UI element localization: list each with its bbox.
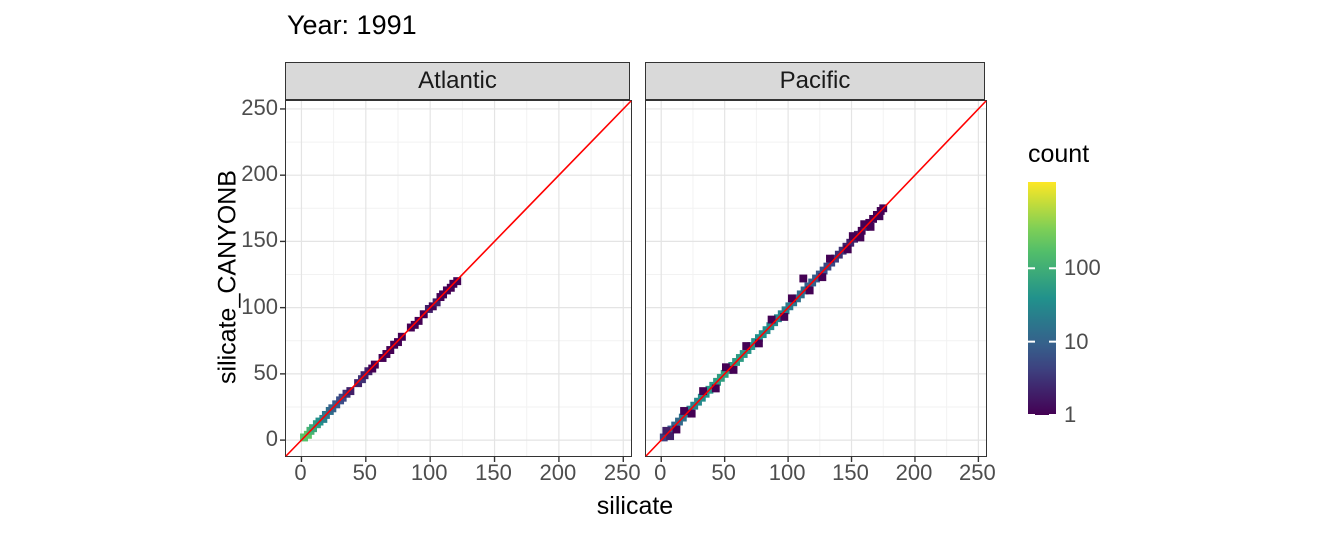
- legend-colorbar: [1028, 182, 1056, 415]
- y-tick-label: 100: [241, 293, 278, 319]
- legend-tick-label: 10: [1064, 328, 1089, 354]
- y-tick-label: 50: [253, 359, 278, 385]
- panel-pacific: [645, 100, 987, 462]
- panel-atlantic: [280, 100, 632, 462]
- y-tick-label: 250: [241, 94, 278, 120]
- x-axis-tick-labels-pacific: 0 50 100 150 200 250: [645, 460, 996, 485]
- facet-strip-atlantic: Atlantic: [285, 62, 630, 100]
- y-axis-tick-labels: 0 50 100 150 200 250: [228, 95, 278, 455]
- facet-strip-pacific-label: Pacific: [779, 67, 851, 94]
- legend-tick-label: 100: [1064, 255, 1101, 281]
- x-axis-label: silicate: [596, 492, 674, 520]
- x-tick-label: 50: [711, 460, 736, 485]
- plot-title: Year: 1991: [287, 10, 417, 40]
- x-tick-label: 0: [654, 460, 667, 485]
- panel-atlantic-canvas: [280, 100, 632, 462]
- y-tick-label: 200: [241, 161, 278, 187]
- x-axis-tick-labels-atlantic: 0 50 100 150 200 250: [285, 460, 640, 485]
- x-tick-label: 200: [539, 460, 577, 485]
- legend-tick-labels: 100 10 1: [1064, 182, 1124, 427]
- x-tick-label: 100: [768, 460, 806, 485]
- y-tick-label: 0: [265, 426, 278, 452]
- x-tick-label: 150: [475, 460, 512, 485]
- legend-title: count: [1028, 140, 1090, 168]
- x-tick-label: 50: [352, 460, 378, 485]
- x-tick-label: 100: [410, 460, 448, 485]
- x-tick-label: 150: [832, 460, 869, 485]
- x-tick-label: 200: [895, 460, 933, 485]
- x-tick-label: 250: [959, 460, 996, 485]
- y-tick-label: 150: [241, 227, 278, 253]
- x-tick-label: 0: [294, 460, 307, 485]
- panel-pacific-canvas: [645, 100, 987, 462]
- legend-tick-label: 1: [1064, 402, 1077, 427]
- facet-strip-atlantic-label: Atlantic: [418, 67, 497, 94]
- x-tick-label: 250: [603, 460, 641, 485]
- facet-strip-pacific: Pacific: [645, 62, 985, 100]
